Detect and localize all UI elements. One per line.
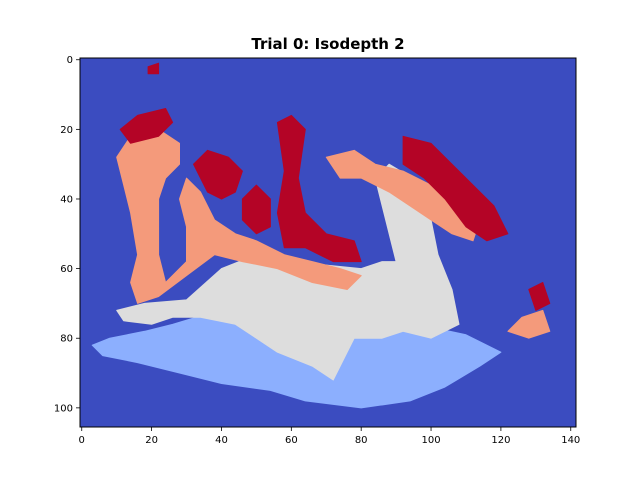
axes-frame: [79, 57, 577, 428]
x-tick-label: 80: [355, 435, 368, 446]
heatmap-region-level-4: [119, 108, 174, 144]
axes: 0 20 40 60 80 100 120 140 0 20 40 60 80 100: [54, 55, 580, 446]
y-tick-label: 40: [60, 194, 73, 205]
chart-title: Trial 0: Isodepth 2: [251, 35, 404, 53]
y-tick-label: 100: [54, 403, 73, 414]
y-tick-label: 20: [60, 125, 73, 136]
heatmap-region-level-3: [507, 309, 551, 339]
heatmap-region-level-4: [193, 149, 243, 200]
x-tick-label: 100: [421, 435, 440, 446]
x-tick-label: 0: [79, 435, 85, 446]
y-tick-label: 80: [60, 334, 73, 345]
heatmap-region-level-4: [276, 114, 362, 263]
x-tick-label: 120: [491, 435, 510, 446]
x-tick-label: 60: [285, 435, 298, 446]
heatmap-region-level-4: [147, 62, 160, 75]
y-tick-label: 0: [67, 55, 73, 66]
y-tick-label: 60: [60, 264, 73, 275]
plot-area: [80, 58, 576, 427]
x-tick-label: 20: [145, 435, 158, 446]
heatmap-region-level-4: [241, 184, 271, 235]
x-tick-label: 40: [215, 435, 228, 446]
heatmap-region-level-3: [116, 128, 362, 304]
heatmap-region-level-3: [325, 149, 481, 242]
x-tick-label: 140: [561, 435, 580, 446]
heatmap-region-level-4: [402, 135, 509, 242]
heatmap-region-level-4: [528, 282, 551, 311]
heatmap-regions: [91, 62, 551, 409]
